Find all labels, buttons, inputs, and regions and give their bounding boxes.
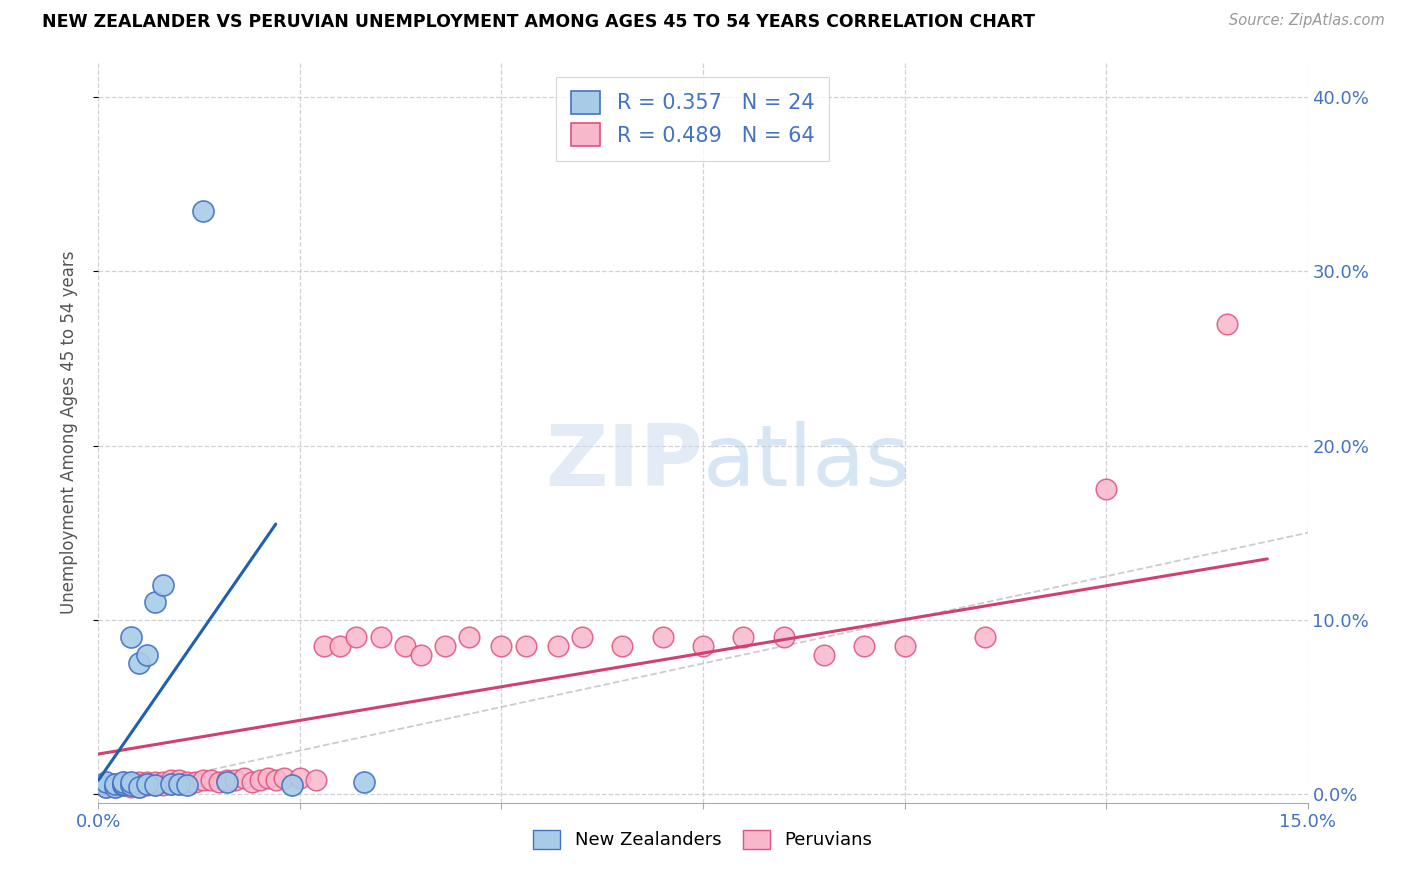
Point [120, 777, 142, 791]
Point [813, 648, 835, 662]
Point [135, 775, 157, 789]
Point [103, 777, 125, 791]
Point [772, 630, 794, 644]
Legend: New Zealanders, Peruvians: New Zealanders, Peruvians [526, 823, 880, 856]
Point [612, 639, 634, 653]
Point [135, 648, 157, 662]
Text: NEW ZEALANDER VS PERUVIAN UNEMPLOYMENT AMONG AGES 45 TO 54 YEARS CORRELATION CHA: NEW ZEALANDER VS PERUVIAN UNEMPLOYMENT A… [42, 13, 1035, 31]
Point [240, 775, 263, 789]
Point [120, 775, 142, 789]
Point [120, 630, 142, 644]
Point [103, 777, 125, 791]
Point [167, 773, 190, 788]
Point [103, 778, 125, 792]
Point [176, 775, 198, 789]
Point [733, 630, 755, 644]
Point [217, 773, 239, 788]
Point [103, 780, 125, 794]
Point [143, 595, 166, 609]
Point [515, 639, 537, 653]
Point [128, 775, 150, 789]
Point [128, 777, 150, 791]
Point [305, 773, 328, 788]
Point [167, 777, 190, 791]
Text: atlas: atlas [703, 421, 911, 504]
Point [249, 773, 271, 788]
Point [143, 778, 166, 792]
Point [200, 773, 222, 788]
Point [224, 773, 246, 788]
Point [96, 778, 118, 792]
Point [160, 777, 183, 791]
Point [409, 648, 432, 662]
Point [111, 778, 134, 792]
Point [96, 775, 118, 789]
Point [96, 777, 118, 791]
Point [208, 775, 231, 789]
Text: ZIP: ZIP [546, 421, 703, 504]
Point [135, 778, 157, 792]
Point [651, 630, 673, 644]
Point [458, 630, 481, 644]
Point [152, 578, 174, 592]
Point [893, 639, 915, 653]
Point [571, 630, 593, 644]
Point [232, 772, 254, 786]
Point [128, 657, 150, 671]
Point [176, 778, 198, 792]
Point [281, 778, 304, 792]
Point [143, 778, 166, 792]
Point [143, 777, 166, 791]
Point [193, 773, 215, 788]
Point [264, 773, 287, 788]
Point [217, 775, 239, 789]
Point [152, 775, 174, 789]
Point [96, 780, 118, 794]
Point [111, 777, 134, 791]
Point [273, 772, 295, 786]
Point [1216, 317, 1239, 331]
Point [692, 639, 714, 653]
Point [128, 780, 150, 794]
Point [853, 639, 876, 653]
Point [96, 780, 118, 794]
Point [103, 780, 125, 794]
Point [111, 778, 134, 792]
Point [128, 780, 150, 794]
Point [491, 639, 513, 653]
Point [120, 778, 142, 792]
Y-axis label: Unemployment Among Ages 45 to 54 years: Unemployment Among Ages 45 to 54 years [59, 251, 77, 615]
Point [184, 775, 207, 789]
Point [547, 639, 569, 653]
Point [135, 777, 157, 791]
Point [353, 775, 375, 789]
Point [288, 772, 311, 786]
Point [256, 772, 278, 786]
Point [193, 203, 215, 218]
Point [111, 775, 134, 789]
Point [1095, 482, 1118, 496]
Point [314, 639, 336, 653]
Point [974, 630, 997, 644]
Point [152, 778, 174, 792]
Point [111, 777, 134, 791]
Point [344, 630, 367, 644]
Point [370, 630, 392, 644]
Point [434, 639, 457, 653]
Point [143, 775, 166, 789]
Point [329, 639, 352, 653]
Point [160, 777, 183, 791]
Point [167, 777, 190, 791]
Point [120, 780, 142, 794]
Point [394, 639, 416, 653]
Point [160, 773, 183, 788]
Point [111, 775, 134, 789]
Text: Source: ZipAtlas.com: Source: ZipAtlas.com [1229, 13, 1385, 29]
Point [120, 778, 142, 792]
